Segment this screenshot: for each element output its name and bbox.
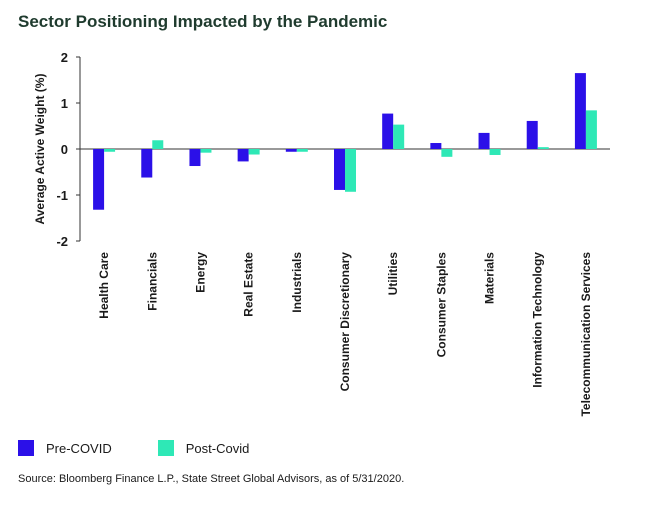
legend-item-post-covid: Post-Covid xyxy=(157,440,250,456)
bar-post-covid xyxy=(489,149,501,155)
x-tick-label: Financials xyxy=(145,252,159,311)
legend-item-pre-covid: Pre-COVID xyxy=(18,440,112,456)
bar-post-covid xyxy=(585,110,597,149)
bar-pre-covid xyxy=(478,132,490,149)
x-tick-label: Health Care xyxy=(97,252,111,319)
y-axis: 2 1 0 -1 -2 Average Active Weight (%) xyxy=(33,50,610,249)
bar-pre-covid xyxy=(574,73,586,149)
bar-pre-covid xyxy=(334,149,345,190)
bar-pre-covid xyxy=(285,149,297,152)
bar-post-covid xyxy=(441,149,453,157)
y-axis-label: Average Active Weight (%) xyxy=(33,74,47,225)
bar-post-covid xyxy=(296,149,308,152)
bar-post-covid xyxy=(248,149,260,155)
bar-pre-covid xyxy=(141,149,153,178)
legend-swatch-pre-covid xyxy=(18,440,34,456)
legend: Pre-COVID Post-Covid xyxy=(18,440,249,456)
y-tick-label: -1 xyxy=(56,188,68,203)
y-tick-label: 2 xyxy=(61,50,68,65)
x-tick-label: Energy xyxy=(193,252,207,293)
x-axis-labels: Health Care Financials Energy Real Estate In… xyxy=(97,252,593,417)
bar-post-covid xyxy=(152,140,164,149)
bar-pre-covid xyxy=(430,143,442,149)
bar-post-covid xyxy=(200,149,212,153)
x-tick-label: Information Technology xyxy=(531,252,545,388)
bar-pre-covid xyxy=(382,113,394,149)
bar-post-covid xyxy=(537,147,549,149)
source-note: Source: Bloomberg Finance L.P., State St… xyxy=(18,473,405,485)
y-tick-label: 1 xyxy=(61,96,68,111)
x-tick-label: Industrials xyxy=(290,252,304,313)
legend-label-pre-covid: Pre-COVID xyxy=(46,440,112,456)
bar-chart: 2 1 0 -1 -2 Average Active Weight (%) Health … xyxy=(33,50,610,417)
x-tick-label: Utilities xyxy=(386,252,400,296)
bar-pre-covid xyxy=(93,149,105,210)
legend-swatch-post-covid xyxy=(157,440,174,456)
bars xyxy=(93,73,597,210)
legend-label-post-covid: Post-Covid xyxy=(185,440,250,456)
bar-post-covid xyxy=(104,149,116,152)
bar-pre-covid xyxy=(237,149,249,162)
x-tick-label: Materials xyxy=(483,252,497,304)
bar-pre-covid xyxy=(526,120,538,149)
x-tick-label: Consumer Discretionary xyxy=(338,252,352,392)
bar-post-covid xyxy=(393,124,405,149)
chart-title: Sector Positioning Impacted by the Pande… xyxy=(18,12,388,31)
x-tick-label: Real Estate xyxy=(242,252,256,317)
x-tick-label: Consumer Staples xyxy=(434,252,448,358)
y-tick-label: -2 xyxy=(56,234,68,249)
y-tick-label: 0 xyxy=(61,142,68,157)
x-tick-label: Telecommunication Services xyxy=(579,252,593,417)
bar-post-covid xyxy=(345,149,356,192)
bar-pre-covid xyxy=(189,149,201,167)
